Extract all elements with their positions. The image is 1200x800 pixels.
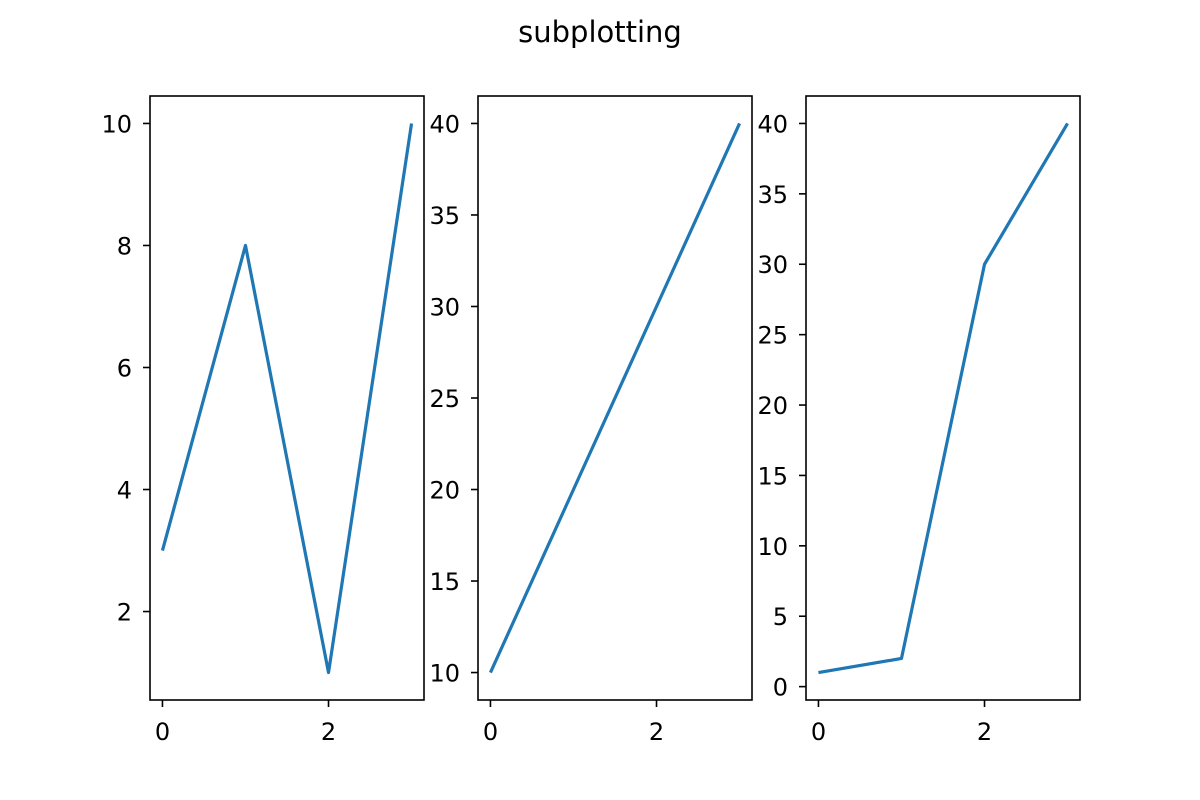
subplot-1: 0 2 2 4 6 8 10 (101, 95, 425, 746)
x-tick-label: 0 (155, 718, 170, 746)
series-line-2 (488, 122, 742, 674)
y-tick-label: 40 (757, 110, 788, 138)
axes-frame (149, 95, 425, 701)
axes-frame (805, 95, 1081, 701)
subplot-2: 0 2 10 15 20 25 30 35 40 (429, 95, 753, 746)
series-line-1 (160, 123, 414, 675)
y-tick-label: 6 (117, 354, 132, 382)
y-tick-label: 25 (757, 322, 788, 350)
x-tick-label: 2 (321, 718, 336, 746)
y-tick-label: 0 (773, 674, 788, 702)
y-tick-label: 10 (101, 110, 132, 138)
y-tick-label: 30 (429, 293, 460, 321)
y-tick-label: 20 (757, 392, 788, 420)
y-tick-label: 2 (117, 599, 132, 627)
y-tick-label: 10 (757, 533, 788, 561)
figure-title: subplotting (518, 15, 682, 49)
y-tick-label: 8 (117, 232, 132, 260)
x-tick-label: 2 (649, 718, 664, 746)
x-tick-label: 0 (811, 718, 826, 746)
y-tick-label: 5 (773, 603, 788, 631)
y-tick-label: 30 (757, 251, 788, 279)
y-tick-label: 40 (429, 110, 460, 138)
y-tick-label: 20 (429, 477, 460, 505)
y-tick-label: 4 (117, 477, 132, 505)
x-tick-label: 2 (977, 718, 992, 746)
y-tick-label: 35 (429, 202, 460, 230)
y-tick-label: 15 (429, 568, 460, 596)
y-tick-label: 25 (429, 385, 460, 413)
y-tick-label: 35 (757, 181, 788, 209)
y-tick-label: 15 (757, 462, 788, 490)
y-tick-label: 10 (429, 660, 460, 688)
x-tick-label: 0 (483, 718, 498, 746)
series-line-3 (818, 122, 1069, 675)
